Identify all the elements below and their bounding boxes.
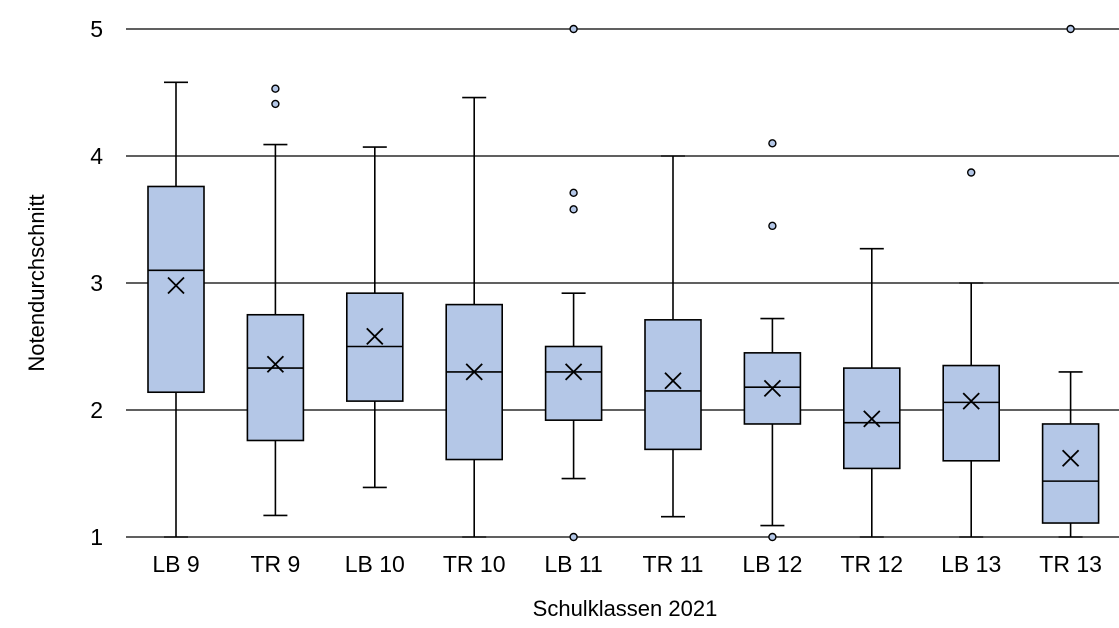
outlier-point [768,139,777,148]
box-tr-11 [644,155,702,518]
x-tick-label: LB 13 [941,551,1001,577]
x-tick-label: LB 12 [742,551,802,577]
iqr-box [1041,423,1100,524]
outlier-point [569,24,578,34]
outlier-point [271,84,280,93]
box-tr-9 [246,84,305,517]
iqr-box [445,303,504,461]
iqr-box [942,364,1001,462]
box-series [147,24,1100,542]
outlier-point [569,205,578,214]
iqr-box [246,313,305,442]
y-tick-labels: 1 2 3 4 5 [90,16,103,550]
mean-marker [366,327,384,345]
iqr-box [544,345,603,421]
box-tr-13 [1041,24,1100,538]
box-lb-10 [345,146,404,489]
box-tr-10 [445,96,504,538]
x-tick-label: LB 11 [544,551,602,577]
y-tick-label: 2 [90,397,103,423]
outlier-point [569,188,578,198]
mean-marker [564,363,583,381]
x-tick-label: TR 12 [840,551,903,577]
mean-marker [763,379,782,398]
x-tick-label: TR 13 [1039,551,1102,577]
iqr-box [644,319,702,451]
mean-marker [863,410,881,428]
x-tick-labels: LB 9 TR 9 LB 10 TR 10 LB 11 TR 11 LB 12 TR 12 LB… [152,551,1102,577]
box-lb-11 [544,24,603,542]
y-axis-title: Notendurchschnitt [24,194,49,371]
outlier-point [1066,24,1075,34]
x-tick-label: TR 11 [643,551,704,577]
mean-marker [664,372,682,390]
outlier-point [768,532,777,542]
x-axis-title: Schulklassen 2021 [533,596,718,621]
box-lb-13 [942,168,1001,538]
box-lb-9 [147,81,205,538]
y-tick-label: 4 [90,143,103,169]
mean-marker [167,276,185,295]
mean-marker [266,355,285,373]
y-tick-label: 1 [90,524,103,550]
mean-marker [1061,449,1080,467]
outlier-point [967,168,976,177]
x-tick-label: TR 9 [250,551,300,577]
x-tick-label: LB 10 [345,551,405,577]
x-tick-label: LB 9 [152,551,199,577]
box-lb-12 [743,139,802,542]
y-tick-label: 5 [90,16,103,42]
y-tick-label: 3 [90,270,103,296]
outlier-point [768,221,777,231]
outlier-point [271,99,280,109]
x-tick-label: TR 10 [443,551,506,577]
outlier-point [569,532,578,542]
iqr-box [147,185,205,394]
mean-marker [962,392,980,410]
mean-marker [465,363,483,381]
box-tr-12 [842,247,901,538]
